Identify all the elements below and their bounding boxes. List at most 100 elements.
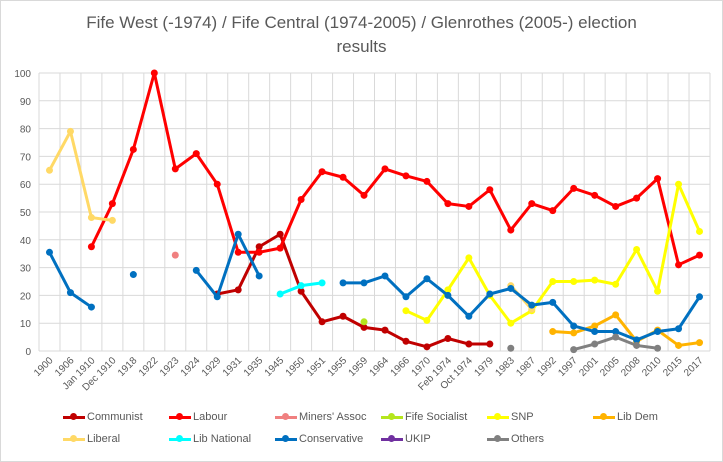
data-point-labour <box>171 165 179 173</box>
data-point-communist <box>234 286 242 294</box>
data-point-labour <box>108 200 116 208</box>
legend-swatch <box>169 435 191 442</box>
y-tick-label: 70 <box>20 152 32 163</box>
data-point-conservative <box>234 230 242 238</box>
legend-label: Miners' Assoc <box>299 411 367 423</box>
data-point-snp <box>402 307 410 315</box>
legend-swatch <box>593 413 615 420</box>
y-tick-label: 90 <box>20 97 32 108</box>
legend-swatch <box>169 413 191 420</box>
data-point-liberal <box>87 214 95 222</box>
data-point-lib-dem <box>612 311 620 319</box>
x-tick-label: 1964 <box>368 355 392 379</box>
data-point-others <box>633 341 641 349</box>
x-tick-label: 1923 <box>158 355 182 379</box>
data-point-labour <box>444 200 452 208</box>
data-point-conservative <box>528 301 536 309</box>
data-point-conservative <box>570 322 578 330</box>
data-point-snp <box>654 287 662 295</box>
data-point-labour <box>318 168 326 176</box>
data-point-labour <box>549 207 557 215</box>
x-tick-label: 1997 <box>556 355 580 379</box>
data-point-communist <box>255 243 263 251</box>
data-point-communist <box>339 312 347 320</box>
legend-swatch <box>63 413 85 420</box>
x-tick-label: 2015 <box>661 355 685 379</box>
data-point-conservative <box>591 328 599 336</box>
data-point-snp <box>633 246 641 254</box>
data-point-conservative <box>633 336 641 344</box>
data-point-labour <box>381 165 389 173</box>
data-point-labour <box>675 261 683 269</box>
data-point-labour <box>255 248 263 256</box>
legend-item: SNP <box>487 411 593 423</box>
data-point-lib-dem <box>570 329 578 337</box>
data-point-conservative <box>192 266 200 274</box>
data-point-lib-dem <box>549 328 557 336</box>
legend-label: Communist <box>87 411 143 423</box>
data-point-snp <box>465 254 473 262</box>
y-tick-label: 100 <box>14 69 31 80</box>
data-point-others <box>612 333 620 341</box>
data-point-labour <box>192 150 200 158</box>
data-point-conservative <box>423 275 431 283</box>
x-tick-label: 1935 <box>242 355 266 379</box>
x-tick-label: 1900 <box>32 355 56 379</box>
legend-item: UKIP <box>381 433 487 445</box>
data-point-labour <box>339 173 347 181</box>
data-point-liberal <box>45 166 53 174</box>
data-point-conservative <box>465 312 473 320</box>
data-point-snp <box>591 276 599 284</box>
data-point-labour <box>612 202 620 210</box>
legend-label: UKIP <box>405 433 431 445</box>
data-point-lib-national <box>318 279 326 287</box>
legend-swatch <box>381 413 403 420</box>
data-point-snp <box>570 278 578 285</box>
x-tick-label: 2005 <box>598 355 622 379</box>
data-point-others <box>591 340 599 348</box>
data-point-labour <box>276 244 284 252</box>
y-tick-label: 20 <box>20 291 32 302</box>
data-point-communist <box>444 334 452 342</box>
y-tick-label: 40 <box>20 236 32 247</box>
data-point-others <box>507 344 515 352</box>
legend-swatch <box>275 413 297 420</box>
x-tick-label: 1959 <box>347 355 371 379</box>
x-tick-label: 1931 <box>221 355 245 379</box>
data-point-labour <box>234 248 242 256</box>
data-point-conservative <box>381 272 389 280</box>
data-point-miners-assoc <box>171 251 179 259</box>
data-point-communist <box>276 230 284 238</box>
x-tick-label: 1951 <box>305 355 329 379</box>
data-point-liberal <box>108 216 116 224</box>
data-point-conservative <box>654 328 662 336</box>
data-point-labour <box>465 202 473 210</box>
data-point-labour <box>402 172 410 180</box>
data-point-communist <box>465 340 473 348</box>
series-line-conservative <box>48 251 93 309</box>
y-tick-label: 0 <box>25 347 31 358</box>
data-point-lib-dem <box>696 339 704 347</box>
data-point-labour <box>486 186 494 194</box>
data-point-labour <box>87 243 95 251</box>
legend: Communist Labour Miners' Assoc Fife Sociali… <box>63 411 703 445</box>
data-point-others <box>570 346 578 354</box>
data-point-communist <box>381 326 389 334</box>
legend-label: Lib Dem <box>617 411 658 423</box>
legend-swatch <box>275 435 297 442</box>
x-tick-label: 1945 <box>263 355 287 379</box>
legend-label: Fife Socialist <box>405 411 468 423</box>
legend-item: Miners' Assoc <box>275 411 381 423</box>
x-tick-label: 2008 <box>619 355 643 379</box>
x-tick-label: 1966 <box>389 355 413 379</box>
x-tick-label: 1992 <box>535 355 559 379</box>
data-point-conservative <box>129 271 137 279</box>
data-point-labour <box>591 191 599 199</box>
data-point-conservative <box>66 289 74 297</box>
legend-swatch <box>63 435 85 442</box>
data-point-lib-dem <box>675 341 683 349</box>
data-point-others <box>654 344 662 352</box>
data-point-lib-national <box>297 282 305 290</box>
